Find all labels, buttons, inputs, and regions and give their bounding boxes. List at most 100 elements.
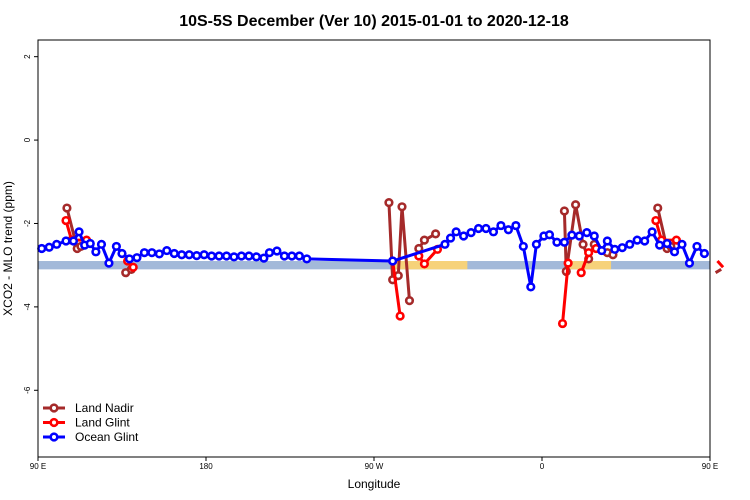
data-point: [404, 296, 415, 306]
data-point: [559, 237, 570, 247]
data-point: [384, 198, 394, 208]
data-point: [419, 259, 430, 269]
y-axis-label: XCO2 - MLO trend (ppm): [1, 181, 15, 316]
data-point: [654, 240, 665, 250]
legend-label: Land Glint: [75, 416, 130, 430]
data-point: [669, 247, 680, 257]
data-point: [671, 235, 682, 245]
legend-label: Land Nadir: [75, 401, 134, 415]
data-point: [625, 239, 635, 249]
land-ocean-band: [38, 261, 710, 270]
data-point: [526, 282, 536, 292]
data-point: [388, 256, 398, 266]
data-point: [445, 233, 456, 243]
data-point: [488, 227, 499, 237]
data-point: [61, 236, 71, 246]
data-point: [44, 242, 54, 252]
series-layer: [37, 198, 725, 329]
data-point: [584, 248, 594, 258]
data-point: [85, 238, 95, 249]
data-point: [111, 241, 121, 252]
x-tick-label: 180: [199, 462, 213, 471]
data-point: [662, 238, 672, 249]
legend-item-ocean-glint: Ocean Glint: [43, 430, 139, 444]
data-point: [162, 245, 172, 256]
data-point: [244, 251, 254, 261]
series-line: [561, 262, 570, 324]
data-point: [272, 246, 282, 256]
data-point: [395, 311, 405, 321]
data-point: [589, 231, 599, 241]
data-point: [397, 202, 407, 212]
data-point: [124, 254, 135, 264]
x-tick-label: 90 E: [30, 462, 46, 471]
data-point: [640, 236, 650, 246]
data-point: [139, 248, 149, 258]
chart-title: 10S-5S December (Ver 10) 2015-01-01 to 2…: [179, 13, 569, 30]
axes: 2 0 -2 -4 -6 90 E 180 90 W 0 90 E: [23, 54, 718, 471]
data-point: [574, 231, 584, 241]
data-point: [221, 251, 232, 261]
data-point: [440, 239, 450, 249]
data-point: [466, 228, 476, 238]
land-band-segment: [392, 261, 468, 270]
data-point: [632, 235, 642, 245]
series-land-glint: [61, 215, 725, 329]
data-point: [531, 239, 542, 249]
ocean-band: [38, 261, 710, 270]
data-point: [602, 236, 612, 246]
data-point: [91, 247, 101, 257]
data-point: [207, 251, 217, 261]
data-point: [279, 251, 290, 261]
data-point: [610, 244, 620, 254]
data-point: [96, 239, 107, 249]
y-tick-label: -2: [23, 219, 32, 227]
data-point: [651, 215, 661, 226]
data-point: [419, 235, 430, 245]
data-point: [37, 243, 47, 254]
data-point: [61, 215, 71, 226]
data-point: [557, 318, 568, 329]
data-point: [74, 227, 84, 237]
data-point: [128, 262, 138, 272]
data-point: [559, 206, 570, 216]
data-point: [503, 225, 514, 235]
data-point: [567, 230, 577, 240]
x-axis-label: Longitude: [348, 477, 401, 491]
data-point: [169, 248, 179, 259]
data-point: [294, 251, 304, 261]
series-line: [391, 260, 402, 317]
data-point: [259, 253, 269, 263]
series-line: [387, 202, 411, 301]
data-point: [251, 252, 261, 262]
data-point: [578, 239, 588, 249]
series-line: [716, 260, 725, 269]
data-point: [104, 258, 114, 268]
legend-item-land-nadir: Land Nadir: [43, 401, 134, 415]
y-tick-label: 0: [23, 137, 32, 142]
data-point: [459, 231, 469, 241]
data-point: [52, 239, 62, 249]
data-point: [692, 241, 702, 252]
legend-marker: [49, 417, 59, 428]
data-point: [287, 251, 297, 261]
data-point: [229, 252, 239, 262]
data-point: [431, 229, 441, 239]
data-point: [552, 237, 562, 247]
series-line: [41, 224, 706, 289]
data-point: [496, 220, 506, 231]
data-point: [68, 236, 79, 246]
data-point: [653, 203, 663, 213]
data-point: [154, 249, 164, 259]
data-point: [647, 227, 657, 237]
y-tick-label: -6: [23, 386, 32, 394]
data-point: [677, 239, 687, 249]
series-ocean-glint: [37, 220, 710, 292]
y-tick-label: 2: [23, 54, 32, 59]
legend-marker: [49, 432, 59, 442]
land-band-segment: [566, 261, 612, 270]
data-point: [451, 227, 461, 237]
data-point: [582, 228, 592, 238]
legend-marker: [49, 403, 59, 413]
